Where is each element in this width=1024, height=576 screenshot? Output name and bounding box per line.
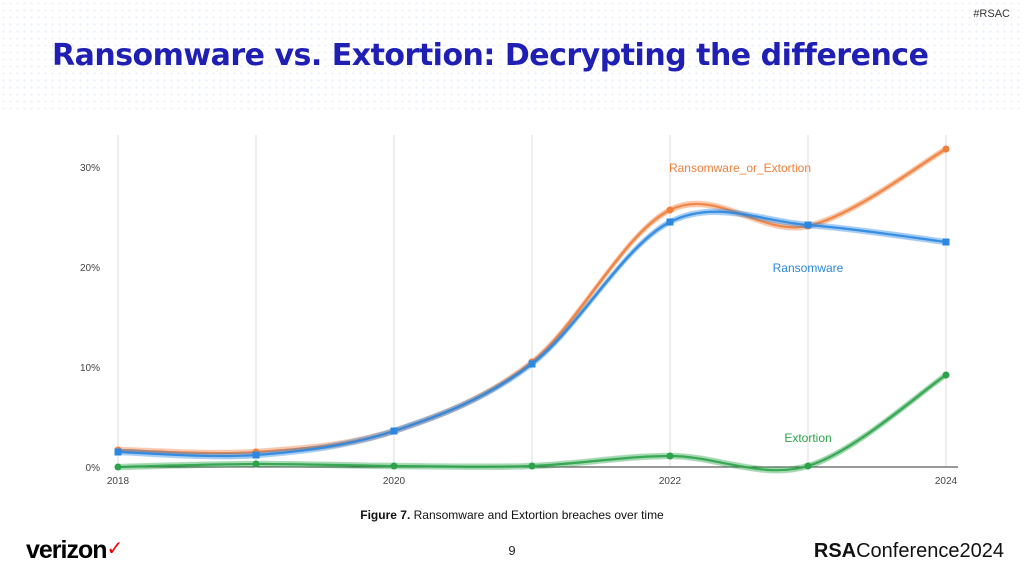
x-tick-label: 2024 (935, 476, 958, 487)
data-point (942, 371, 950, 379)
series-label: Ransomware (773, 261, 844, 275)
data-point (666, 206, 674, 214)
data-point (804, 462, 812, 470)
verizon-logo-text: verizon (26, 536, 108, 564)
data-point (942, 145, 950, 153)
caption-label: Figure 7. (360, 508, 411, 522)
x-tick-label: 2018 (107, 476, 130, 487)
data-point (528, 360, 536, 368)
check-icon: ✓ (106, 538, 124, 560)
y-tick-label: 20% (80, 263, 100, 274)
data-point (252, 451, 260, 459)
data-point (252, 460, 260, 468)
hashtag: #RSAC (973, 8, 1010, 20)
y-tick-label: 30% (80, 163, 100, 174)
data-point (390, 462, 398, 470)
data-point (114, 463, 122, 471)
series-label: Ransomware_or_Extortion (669, 161, 811, 175)
data-point (114, 448, 122, 456)
slide-title: Ransomware vs. Extortion: Decrypting the… (52, 38, 929, 73)
rsa-conference-logo: RSAConference2024 (814, 540, 1004, 563)
background-pattern (0, 0, 1024, 110)
y-tick-label: 10% (80, 363, 100, 374)
data-point (666, 218, 674, 226)
data-point (528, 462, 536, 470)
data-point (804, 221, 812, 229)
x-tick-label: 2022 (659, 476, 682, 487)
y-tick-label: 0% (86, 463, 101, 474)
x-tick-label: 2020 (383, 476, 406, 487)
data-point (390, 427, 398, 435)
rsa-logo-bold: RSA (813, 540, 857, 562)
rsa-logo-rest: Conference2024 (856, 540, 1004, 562)
verizon-logo: verizon✓ (26, 536, 124, 565)
caption-text: Ransomware and Extortion breaches over t… (410, 508, 664, 522)
data-point (666, 452, 674, 460)
page-number: 9 (508, 543, 516, 558)
data-point (942, 238, 950, 246)
series-label: Extortion (784, 431, 831, 445)
figure-caption: Figure 7. Ransomware and Extortion breac… (0, 508, 1024, 522)
